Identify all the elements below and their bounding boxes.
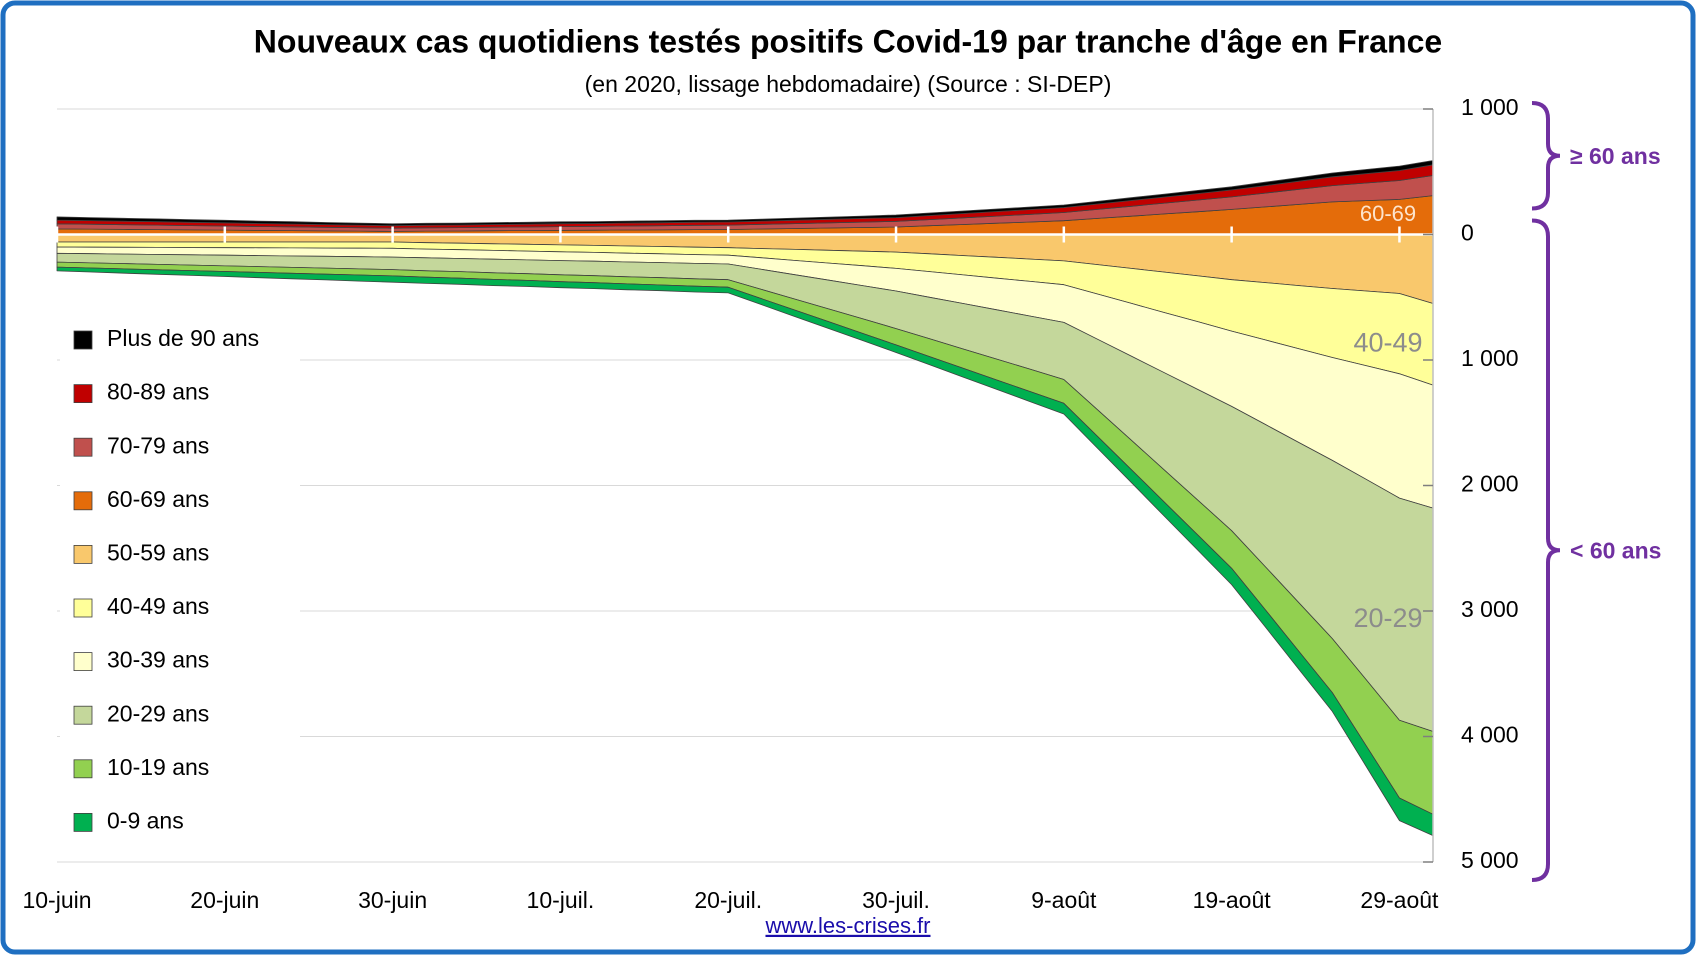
legend-label: 0-9 ans	[107, 807, 184, 833]
legend-label: 20-29 ans	[107, 700, 209, 726]
chart-subtitle: (en 2020, lissage hebdomadaire) (Source …	[585, 71, 1112, 97]
legend-swatch	[73, 330, 93, 350]
group-bracket	[1531, 218, 1561, 882]
y-tick-label: 3 000	[1461, 596, 1519, 622]
x-tick-label: 30-juin	[358, 887, 427, 913]
x-tick-label: 20-juil.	[694, 887, 762, 913]
area-label: 60-69	[1360, 201, 1416, 226]
legend-background	[60, 315, 300, 855]
legend-label: 80-89 ans	[107, 379, 209, 405]
legend-label: 10-19 ans	[107, 754, 209, 780]
chart-title: Nouveaux cas quotidiens testés positifs …	[254, 23, 1442, 59]
legend-swatch	[73, 813, 93, 832]
legend-label: Plus de 90 ans	[107, 325, 259, 351]
legend-label: 50-59 ans	[107, 539, 209, 565]
x-tick-label: 20-juin	[190, 887, 259, 913]
legend-swatch	[73, 491, 93, 511]
legend-label: 60-69 ans	[107, 486, 209, 512]
legend-swatch	[73, 705, 93, 725]
y-tick-label: 2 000	[1461, 471, 1519, 497]
x-tick-label: 19-août	[1193, 887, 1272, 913]
group-label: ≥ 60 ans	[1570, 143, 1661, 169]
x-tick-label: 29-août	[1360, 887, 1439, 913]
legend-swatch	[73, 384, 93, 404]
group-label: < 60 ans	[1570, 537, 1661, 563]
y-tick-label: 4 000	[1461, 722, 1519, 748]
legend-swatch	[73, 759, 93, 779]
legend-label: 70-79 ans	[107, 432, 209, 458]
y-tick-label: 0	[1461, 220, 1474, 246]
legend-swatch	[73, 545, 93, 564]
x-tick-label: 30-juil.	[862, 887, 930, 913]
x-tick-label: 10-juil.	[527, 887, 595, 913]
x-tick-label: 10-juin	[22, 887, 91, 913]
area-label: 40-49	[1353, 327, 1422, 357]
area-label: 20-29	[1353, 603, 1422, 633]
legend-swatch	[73, 652, 93, 671]
y-tick-label: 1 000	[1461, 94, 1519, 120]
legend-swatch	[73, 598, 93, 618]
legend-label: 40-49 ans	[107, 593, 209, 619]
y-tick-label: 5 000	[1461, 847, 1519, 873]
legend-swatch	[73, 437, 93, 457]
legend-label: 30-39 ans	[107, 647, 209, 673]
x-tick-label: 9-août	[1031, 887, 1097, 913]
y-tick-label: 1 000	[1461, 345, 1519, 371]
group-bracket	[1531, 101, 1561, 211]
source-link[interactable]: www.les-crises.fr	[764, 913, 930, 938]
